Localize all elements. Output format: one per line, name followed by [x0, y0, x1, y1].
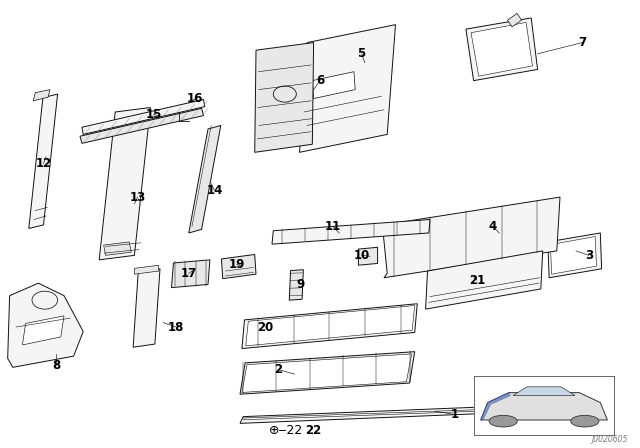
Text: 22: 22 — [305, 423, 322, 437]
Text: 6: 6 — [316, 74, 324, 87]
Polygon shape — [99, 108, 150, 260]
Polygon shape — [172, 260, 210, 288]
Polygon shape — [246, 306, 415, 346]
Text: J0020605: J0020605 — [591, 435, 627, 444]
Polygon shape — [80, 108, 204, 143]
Text: 18: 18 — [168, 320, 184, 334]
Polygon shape — [289, 270, 303, 300]
Polygon shape — [358, 247, 378, 265]
Text: 21: 21 — [468, 273, 485, 287]
Polygon shape — [255, 43, 314, 152]
Text: 15: 15 — [145, 108, 162, 121]
Polygon shape — [548, 233, 602, 278]
Polygon shape — [272, 220, 430, 244]
Text: 8: 8 — [52, 358, 60, 372]
Polygon shape — [33, 90, 50, 101]
Text: 19: 19 — [228, 258, 245, 271]
Polygon shape — [240, 403, 576, 423]
Text: 13: 13 — [129, 190, 146, 204]
Polygon shape — [133, 269, 160, 347]
Polygon shape — [426, 251, 543, 309]
Text: 4: 4 — [489, 220, 497, 233]
Polygon shape — [312, 72, 355, 99]
Text: 17: 17 — [180, 267, 197, 280]
Text: 1: 1 — [451, 408, 458, 421]
Polygon shape — [242, 354, 412, 392]
Polygon shape — [466, 18, 538, 81]
Text: 14: 14 — [206, 184, 223, 197]
Text: 16: 16 — [187, 92, 204, 105]
Polygon shape — [29, 94, 58, 228]
Polygon shape — [221, 254, 256, 279]
Polygon shape — [383, 197, 560, 278]
Polygon shape — [240, 352, 415, 394]
Text: 10: 10 — [353, 249, 370, 262]
Polygon shape — [134, 265, 159, 274]
Text: 9: 9 — [297, 278, 305, 291]
Text: 20: 20 — [257, 320, 274, 334]
Text: 5: 5 — [358, 47, 365, 60]
Polygon shape — [550, 237, 596, 274]
Polygon shape — [189, 125, 221, 233]
Text: 3: 3 — [585, 249, 593, 262]
Text: 11: 11 — [324, 220, 341, 233]
Text: 2: 2 — [275, 363, 282, 376]
Polygon shape — [82, 99, 205, 134]
Polygon shape — [508, 13, 522, 27]
Text: 7: 7 — [579, 36, 586, 49]
Polygon shape — [300, 25, 396, 152]
Polygon shape — [8, 283, 83, 367]
Polygon shape — [471, 22, 532, 76]
Text: ⊕‒22: ⊕‒22 — [269, 423, 303, 437]
Polygon shape — [242, 304, 417, 349]
Text: 12: 12 — [35, 157, 52, 170]
Polygon shape — [104, 242, 131, 255]
Polygon shape — [22, 316, 64, 345]
